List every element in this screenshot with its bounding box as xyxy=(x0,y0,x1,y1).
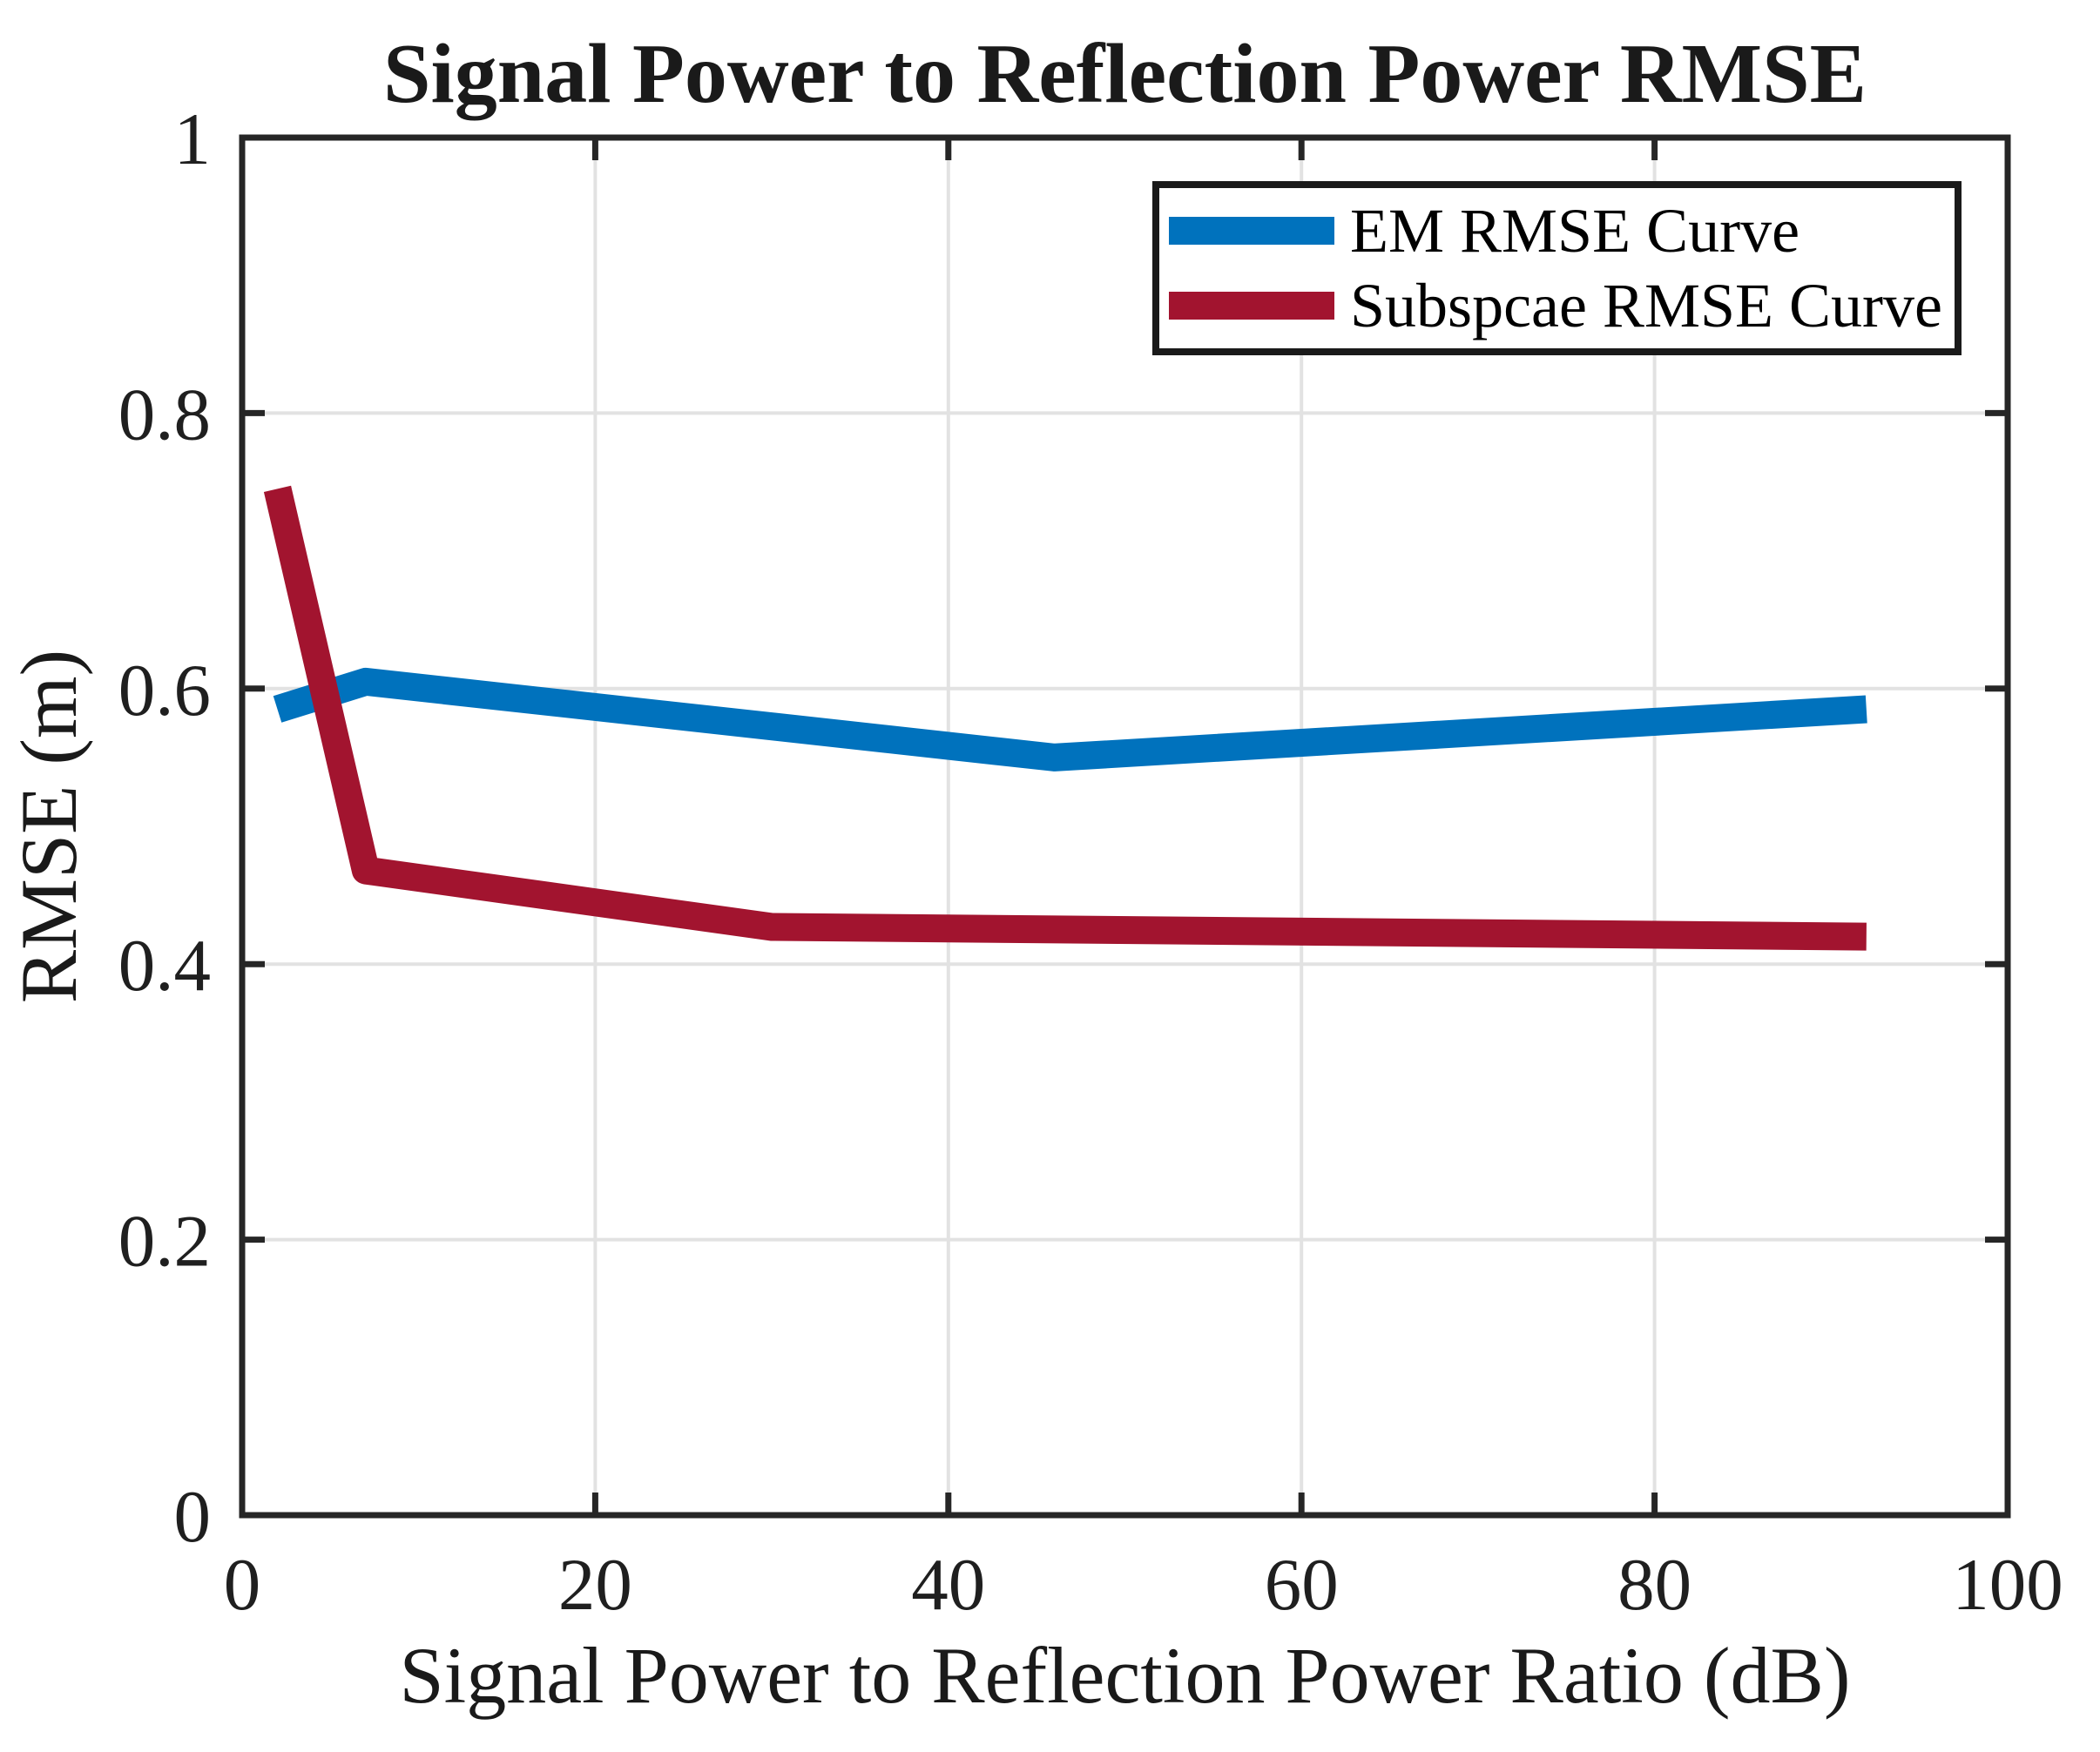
x-tick-label: 60 xyxy=(1265,1544,1339,1626)
x-tick-label: 80 xyxy=(1617,1544,1691,1626)
y-tick-label: 0.6 xyxy=(118,650,211,731)
x-axis-label: Signal Power to Reflection Power Ratio (… xyxy=(399,1631,1851,1720)
y-tick-label: 0.2 xyxy=(118,1201,211,1283)
x-tick-label: 40 xyxy=(911,1544,985,1626)
legend-swatch-subspace-icon xyxy=(1169,291,1334,320)
y-tick-label: 1 xyxy=(174,98,212,180)
x-tick-label: 100 xyxy=(1952,1544,2063,1626)
y-tick-label: 0.4 xyxy=(118,925,211,1007)
y-tick-label: 0 xyxy=(174,1476,212,1558)
legend-item-subspace: Subspcae RMSE Curve xyxy=(1169,274,1955,337)
plot-background xyxy=(242,138,2008,1515)
legend-label-em: EM RMSE Curve xyxy=(1350,196,1800,266)
x-tick-label: 20 xyxy=(558,1544,632,1626)
series-line-subspace xyxy=(263,485,1867,951)
x-tick-label: 0 xyxy=(224,1544,261,1626)
legend-item-em: EM RMSE Curve xyxy=(1169,199,1955,262)
y-tick-label: 0.8 xyxy=(118,374,211,455)
y-axis-label: RMSE (m) xyxy=(4,649,93,1004)
axes-box xyxy=(239,134,2011,1519)
chart-title: Signal Power to Reflection Power RMSE xyxy=(383,27,1867,121)
legend: EM RMSE Curve Subspcae RMSE Curve xyxy=(1152,181,1962,355)
legend-swatch-em-icon xyxy=(1169,217,1334,246)
legend-label-subspace: Subspcae RMSE Curve xyxy=(1350,270,1942,340)
